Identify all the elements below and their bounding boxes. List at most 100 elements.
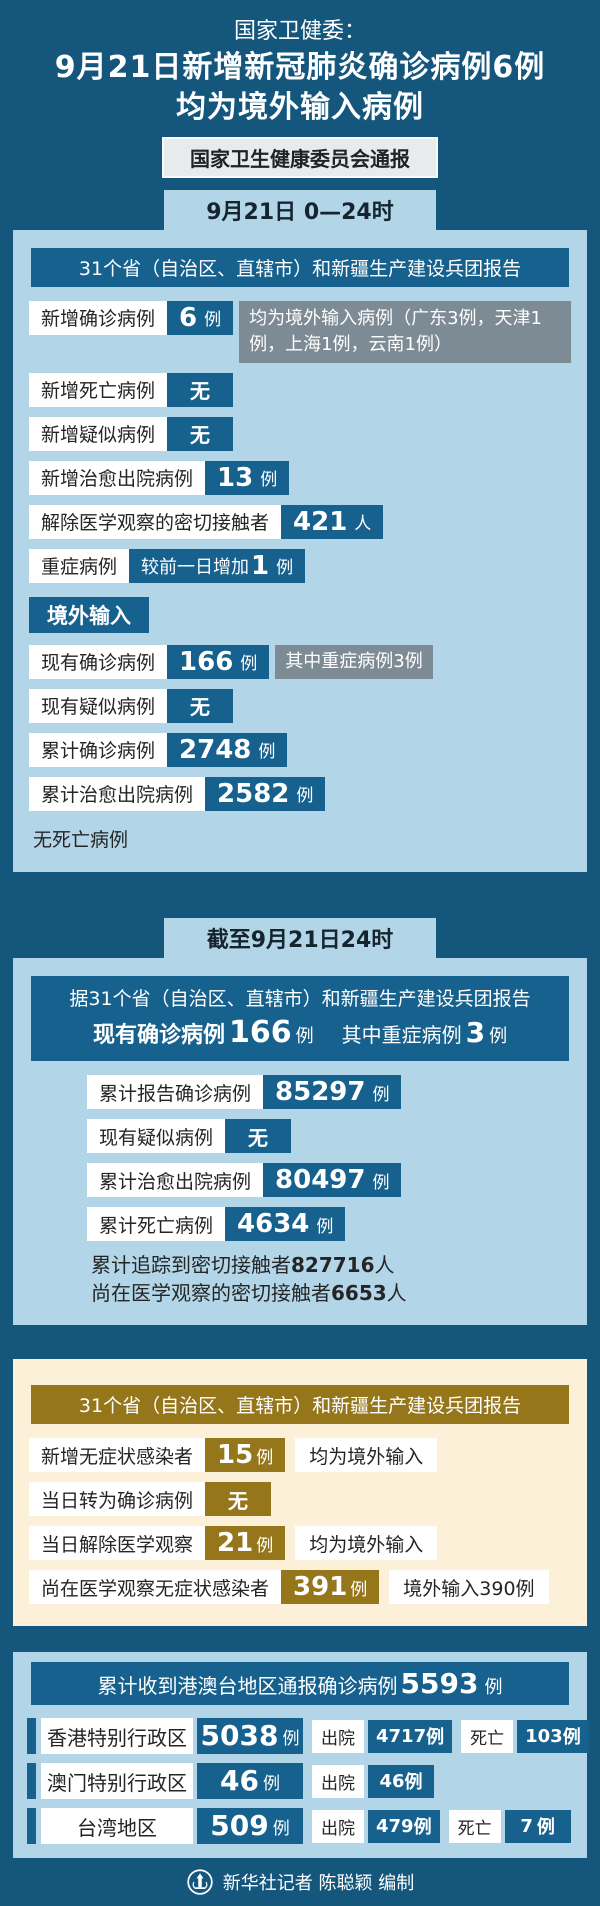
death-unit: 例 [562,1727,581,1749]
region-total: 46 例 [197,1763,303,1800]
stat-label: 现有疑似病例 [29,688,168,723]
stat-none: 无 [190,695,211,720]
stat-row-cum-suspected: 现有疑似病例 无 [87,1119,571,1154]
stat-value: 421 人 [281,504,384,539]
stat-value: 2582 例 [205,776,326,811]
discharged-value: 46 例 [368,1764,434,1798]
stat-unit: 人 [354,514,372,535]
stat-unit: 例 [372,1172,390,1193]
severe-label: 其中重症病例 [341,1023,462,1048]
footer: 新华社记者 陈聪颖 编制 [0,1858,600,1906]
region-label: 澳门特别行政区 [41,1763,193,1800]
stat-none: 无 [248,1125,269,1150]
discharged-label: 出院 [312,1809,364,1843]
region-label: 台湾地区 [41,1808,193,1845]
stat-note: 均为境外输入 [295,1438,438,1473]
discharged-unit: 例 [404,1772,423,1794]
scope-bar-daily: 31个省（自治区、直辖市）和新疆生产建设兵团报告 [31,247,569,287]
close-contacts-notes: 累计追踪到密切接触者827716人 尚在医学观察的密切接触者6653人 [91,1251,571,1307]
severe-unit: 例 [489,1026,508,1048]
header: 国家卫健委： 9月21日新增新冠肺炎确诊病例6例 均为境外输入病例 国家卫生健康… [0,0,600,190]
header-kicker: 国家卫健委： [233,19,366,44]
stat-label: 新增治愈出院病例 [29,460,206,495]
region-total-number: 509 [210,1809,269,1843]
stat-row-imported-suspected: 现有疑似病例 无 [29,688,571,723]
tab-daily: 9月21日 0—24时 [164,189,436,230]
stat-unit: 例 [240,654,258,675]
note-number: 6653 [331,1281,387,1306]
stat-number: 21 [217,1528,254,1559]
discharged-unit: 例 [426,1727,445,1749]
stat-label: 现有确诊病例 [29,644,168,679]
scope-bar-asymptomatic: 31个省（自治区、直辖市）和新疆生产建设兵团报告 [31,1385,569,1425]
section-daily: 9月21日 0—24时 31个省（自治区、直辖市）和新疆生产建设兵团报告 新增确… [0,189,600,872]
stat-none: 无 [228,1488,249,1513]
imported-subheader: 境外输入 [29,596,149,633]
section-cumulative: 截至9月21日24时 据31个省（自治区、直辖市）和新疆生产建设兵团报告 现有确… [0,917,600,1326]
page-title-line2: 均为境外输入病例 [176,89,424,125]
row-accent-bar [27,1808,36,1845]
stat-value: 无 [225,1119,292,1154]
death-value: 103 例 [517,1719,589,1753]
stat-unit: 例 [316,1216,334,1237]
stat-label: 现有疑似病例 [87,1119,226,1154]
stat-unit: 例 [256,1535,274,1556]
death-label: 死亡 [461,1719,514,1753]
footer-credit: 新华社记者 陈聪颖 编制 [222,1873,415,1895]
panel-cumulative: 据31个省（自治区、直辖市）和新疆生产建设兵团报告 现有确诊病例 166 例其中重症… [13,957,587,1326]
section-asymptomatic: 31个省（自治区、直辖市）和新疆生产建设兵团报告 新增无症状感染者 15 例 均为… [13,1359,587,1627]
stat-number: 166 [179,646,234,677]
discharged-unit: 例 [413,1817,432,1839]
stat-unit: 例 [372,1084,390,1105]
stat-label: 重症病例 [29,548,130,583]
stat-unit: 例 [276,558,294,579]
region-label: 香港特别行政区 [41,1718,193,1755]
stat-label: 新增确诊病例 [29,300,168,335]
stat-row-imported-cumulative: 累计确诊病例 2748 例 [29,732,571,767]
region-total: 5038 例 [197,1718,303,1755]
stat-label: 当日转为确诊病例 [29,1482,206,1517]
region-row-hongkong: 香港特别行政区 5038 例 出院 4717 例 死亡 103 例 [27,1718,589,1755]
stat-number: 13 [217,462,254,493]
note-unit: 人 [386,1281,407,1306]
discharged-number: 479 [376,1815,414,1837]
region-total-unit: 例 [282,1728,300,1749]
hmt-bar-unit: 例 [484,1677,503,1699]
stat-note: 均为境外输入 [295,1526,438,1561]
note-text: 尚在医学观察的密切接触者 [91,1281,331,1306]
stat-number: 391 [293,1572,348,1603]
stat-value: 较前一日增加 1 例 [129,548,306,583]
stat-row-cum-recovered: 累计治愈出院病例 80497 例 [87,1163,571,1198]
stat-number: 4634 [237,1209,310,1240]
stat-number: 85297 [275,1077,366,1108]
current-confirmed-number: 166 [228,1015,292,1051]
summary-figures-line: 现有确诊病例 166 例其中重症病例 3 例 [37,1015,563,1050]
stat-value: 80497 例 [263,1163,402,1198]
hmt-total-bar: 累计收到港澳台地区通报确诊病例 5593 例 [31,1662,569,1706]
stat-label: 新增无症状感染者 [29,1438,206,1473]
stat-prefix: 较前一日增加 [141,556,250,578]
death-number: 7 [520,1815,533,1837]
discharged-number: 46 [379,1770,405,1792]
current-confirmed-label: 现有确诊病例 [92,1023,225,1049]
region-row-macao: 澳门特别行政区 46 例 出院 46 例 [27,1763,573,1800]
stat-value: 无 [205,1482,272,1517]
tab-cumulative: 截至9月21日24时 [164,917,436,958]
page-title-line1: 9月21日新增新冠肺炎确诊病例6例 [54,49,546,85]
stat-value: 13 例 [205,460,290,495]
stat-row-imported-active: 现有确诊病例 166 例 其中重症病例3例 [29,644,571,679]
stat-label: 累计确诊病例 [29,732,168,767]
death-unit: 例 [536,1817,555,1839]
stat-none: 无 [190,423,211,448]
stat-unit: 例 [204,310,222,331]
stat-label: 当日解除医学观察 [29,1526,206,1561]
region-total-unit: 例 [262,1773,280,1794]
note-unit: 人 [374,1253,395,1278]
severe-number: 3 [465,1016,486,1050]
stat-number: 1 [251,550,270,581]
stat-number: 2582 [217,778,290,809]
stat-number: 80497 [275,1165,366,1196]
death-number: 103 [525,1725,563,1747]
stat-value: 391 例 [281,1570,380,1605]
